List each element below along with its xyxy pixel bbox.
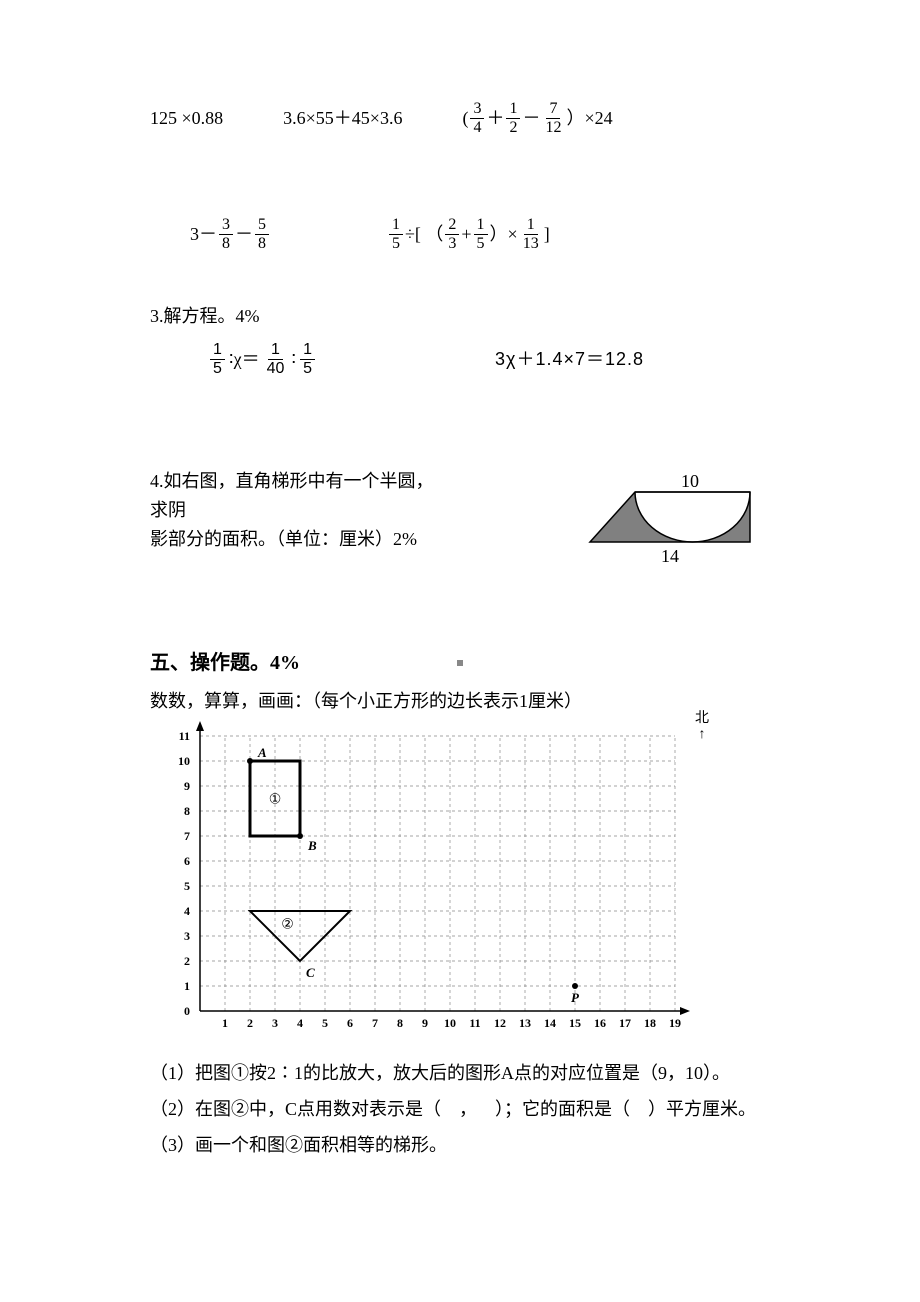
svg-text:8: 8 [397, 1016, 403, 1030]
q4-block: 4.如右图，直角梯形中有一个半圆，求阴 影部分的面积。（单位：厘米）2% 10 … [150, 467, 770, 577]
svg-text:C: C [306, 965, 315, 980]
svg-text:9: 9 [422, 1016, 428, 1030]
fraction-icon: 38 [219, 216, 233, 252]
expression-row-2: 3－ 38 － 58 15 ÷[ （ 23 + 15 ）× 113 ] [190, 216, 770, 252]
expr-1: 125 ×0.88 [150, 104, 223, 133]
sub-q1: （1）把图①按2∶1的比放大，放大后的图形A点的对应位置是（9，10）。 [150, 1055, 770, 1091]
q4-text: 4.如右图，直角梯形中有一个半圆，求阴 影部分的面积。（单位：厘米）2% [150, 467, 450, 553]
expr-4: 3－ 38 － 58 [190, 216, 269, 252]
svg-text:0: 0 [184, 1004, 190, 1018]
svg-text:11: 11 [469, 1016, 480, 1030]
fraction-icon: 140 [264, 341, 288, 377]
svg-text:6: 6 [347, 1016, 353, 1030]
svg-text:①: ① [269, 793, 282, 808]
svg-text:3: 3 [184, 929, 190, 943]
sub-q2: （2）在图②中，C点用数对表示是（ ， ）；它的面积是（ ）平方厘米。 [150, 1091, 770, 1127]
expr-5: 15 ÷[ （ 23 + 15 ）× 113 ] [389, 216, 550, 252]
q3-title: 3.解方程。4% [150, 302, 770, 331]
text: ）× [490, 220, 518, 249]
minus-op: － [235, 220, 253, 249]
expression-row-1: 125 ×0.88 3.6×55＋45×3.6 ( 34 ＋ 12 － 712 … [150, 100, 770, 136]
fraction-icon: 12 [506, 100, 520, 136]
svg-text:10: 10 [444, 1016, 456, 1030]
svg-text:8: 8 [184, 804, 190, 818]
trapezoid-semicircle-figure: 10 14 [580, 467, 770, 577]
svg-text:13: 13 [519, 1016, 531, 1030]
svg-text:15: 15 [569, 1016, 581, 1030]
fraction-icon: 15 [389, 216, 403, 252]
fraction-icon: 15 [210, 341, 225, 377]
minus-op: － [522, 104, 540, 133]
q4-line1: 4.如右图，直角梯形中有一个半圆，求阴 [150, 467, 450, 525]
fraction-icon: 15 [474, 216, 488, 252]
svg-text:7: 7 [184, 829, 190, 843]
colon: ∶ [291, 345, 296, 374]
svg-text:17: 17 [619, 1016, 631, 1030]
fraction-icon: 58 [255, 216, 269, 252]
svg-text:2: 2 [247, 1016, 253, 1030]
svg-text:7: 7 [372, 1016, 378, 1030]
text: ] [544, 220, 550, 249]
svg-text:16: 16 [594, 1016, 606, 1030]
q3-equations: 15 ∶χ＝ 140 ∶ 15 3χ＋1.4×7＝12.8 [210, 341, 770, 377]
svg-text:18: 18 [644, 1016, 656, 1030]
svg-text:2: 2 [184, 954, 190, 968]
compass-label: 北 [695, 711, 709, 726]
section5-intro: 数数，算算，画画：（每个小正方形的边长表示1厘米） [150, 687, 770, 716]
svg-text:P: P [571, 990, 580, 1005]
svg-text:12: 12 [494, 1016, 506, 1030]
svg-text:9: 9 [184, 779, 190, 793]
svg-text:A: A [257, 745, 267, 760]
paren-close-times: ）×24 [566, 104, 612, 133]
compass-north-icon: 北 ↑ [695, 711, 709, 742]
svg-text:10: 10 [178, 754, 190, 768]
sub-questions: （1）把图①按2∶1的比放大，放大后的图形A点的对应位置是（9，10）。 （2）… [150, 1055, 770, 1163]
expr-3: ( 34 ＋ 12 － 712 ）×24 [462, 100, 612, 136]
text: ∶χ＝ [229, 345, 260, 374]
svg-text:②: ② [281, 918, 294, 933]
equation-2: 3χ＋1.4×7＝12.8 [495, 345, 644, 374]
fraction-icon: 34 [470, 100, 484, 136]
fraction-icon: 712 [542, 100, 564, 136]
svg-text:5: 5 [184, 879, 190, 893]
svg-text:3: 3 [272, 1016, 278, 1030]
svg-text:14: 14 [544, 1016, 556, 1030]
fraction-icon: 15 [300, 341, 315, 377]
svg-text:B: B [307, 838, 317, 853]
fraction-icon: 23 [445, 216, 459, 252]
bottom-label: 14 [661, 546, 679, 566]
top-label: 10 [681, 471, 699, 491]
paren-open: ( [462, 104, 468, 133]
svg-text:1: 1 [184, 979, 190, 993]
sub-q3: （3）画一个和图②面积相等的梯形。 [150, 1127, 770, 1163]
page: 125 ×0.88 3.6×55＋45×3.6 ( 34 ＋ 12 － 712 … [0, 0, 920, 1302]
svg-text:4: 4 [297, 1016, 303, 1030]
svg-text:11: 11 [179, 729, 190, 743]
plus-op: + [461, 220, 471, 249]
equation-1: 15 ∶χ＝ 140 ∶ 15 [210, 341, 315, 377]
text: 3－ [190, 220, 217, 249]
q4-line2: 影部分的面积。（单位：厘米）2% [150, 525, 450, 554]
svg-text:6: 6 [184, 854, 190, 868]
svg-text:19: 19 [669, 1016, 681, 1030]
svg-text:1: 1 [222, 1016, 228, 1030]
plus-op: ＋ [486, 104, 504, 133]
page-marker-icon [457, 660, 463, 666]
svg-text:4: 4 [184, 904, 190, 918]
coordinate-grid-figure: 0123456789101112345678910111213141516171… [150, 716, 710, 1036]
expr-2: 3.6×55＋45×3.6 [283, 104, 402, 133]
text: ÷[ （ [405, 220, 443, 249]
fraction-icon: 113 [520, 216, 542, 252]
grid-wrapper: 0123456789101112345678910111213141516171… [150, 716, 770, 1045]
svg-text:5: 5 [322, 1016, 328, 1030]
